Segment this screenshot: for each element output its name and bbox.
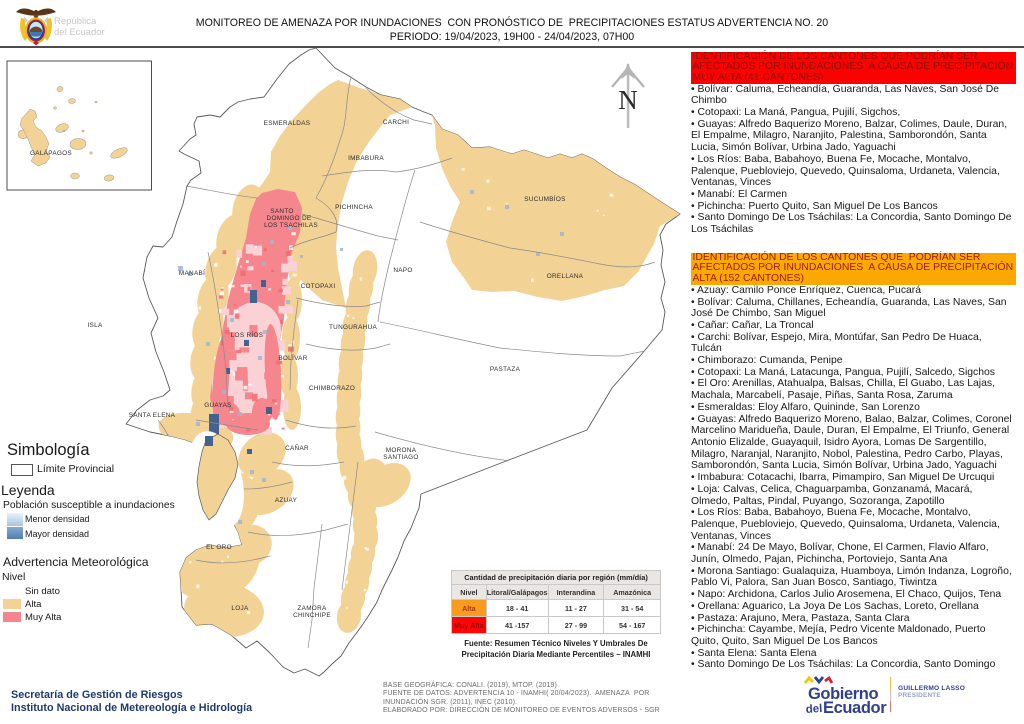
svg-text:PICHINCHA: PICHINCHA xyxy=(335,204,373,211)
svg-text:SANTIAGO: SANTIAGO xyxy=(383,454,418,461)
svg-text:ORELLANA: ORELLANA xyxy=(547,273,584,280)
svg-text:CAÑAR: CAÑAR xyxy=(285,443,309,452)
svg-text:Ecuador: Ecuador xyxy=(823,699,887,717)
svg-text:ESMERALDAS: ESMERALDAS xyxy=(264,120,311,127)
svg-text:PASTAZA: PASTAZA xyxy=(490,366,521,373)
svg-text:TUNGURAHUA: TUNGURAHUA xyxy=(329,324,378,331)
svg-text:CARCHI: CARCHI xyxy=(383,119,409,126)
svg-text:MANABÍ: MANABÍ xyxy=(179,268,205,277)
svg-text:COTOPAXI: COTOPAXI xyxy=(301,283,336,290)
svg-text:EL ORO: EL ORO xyxy=(206,544,232,551)
svg-text:LOS RÍOS: LOS RÍOS xyxy=(231,330,264,339)
svg-text:GUAYAS: GUAYAS xyxy=(204,402,232,409)
svg-text:AZUAY: AZUAY xyxy=(275,497,298,504)
svg-text:DOMINGO DE: DOMINGO DE xyxy=(267,215,312,222)
svg-text:SANTA ELENA: SANTA ELENA xyxy=(129,412,176,419)
svg-text:GALÁPAGOS: GALÁPAGOS xyxy=(30,148,72,157)
svg-text:SUCUMBÍOS: SUCUMBÍOS xyxy=(524,194,565,203)
svg-text:LOJA: LOJA xyxy=(231,605,249,612)
svg-text:MORONA: MORONA xyxy=(386,447,417,454)
svg-text:SANTO: SANTO xyxy=(270,208,293,215)
svg-text:Gobierno: Gobierno xyxy=(808,685,878,703)
svg-text:LOS TSACHILAS: LOS TSACHILAS xyxy=(264,222,318,229)
svg-text:GUILLERMO LASSO: GUILLERMO LASSO xyxy=(898,685,965,692)
svg-text:del: del xyxy=(805,703,822,716)
svg-text:BOLÍVAR: BOLÍVAR xyxy=(278,353,307,362)
svg-text:ISLA: ISLA xyxy=(87,322,102,329)
svg-text:ZAMORA: ZAMORA xyxy=(297,605,327,612)
svg-text:PRESIDENTE: PRESIDENTE xyxy=(898,692,941,699)
svg-text:IMBABURA: IMBABURA xyxy=(348,155,384,162)
svg-text:N: N xyxy=(618,85,638,115)
svg-text:CHINCHIPE: CHINCHIPE xyxy=(293,612,331,619)
svg-text:CHIMBORAZO: CHIMBORAZO xyxy=(309,385,355,392)
svg-text:NAPO: NAPO xyxy=(393,267,412,274)
